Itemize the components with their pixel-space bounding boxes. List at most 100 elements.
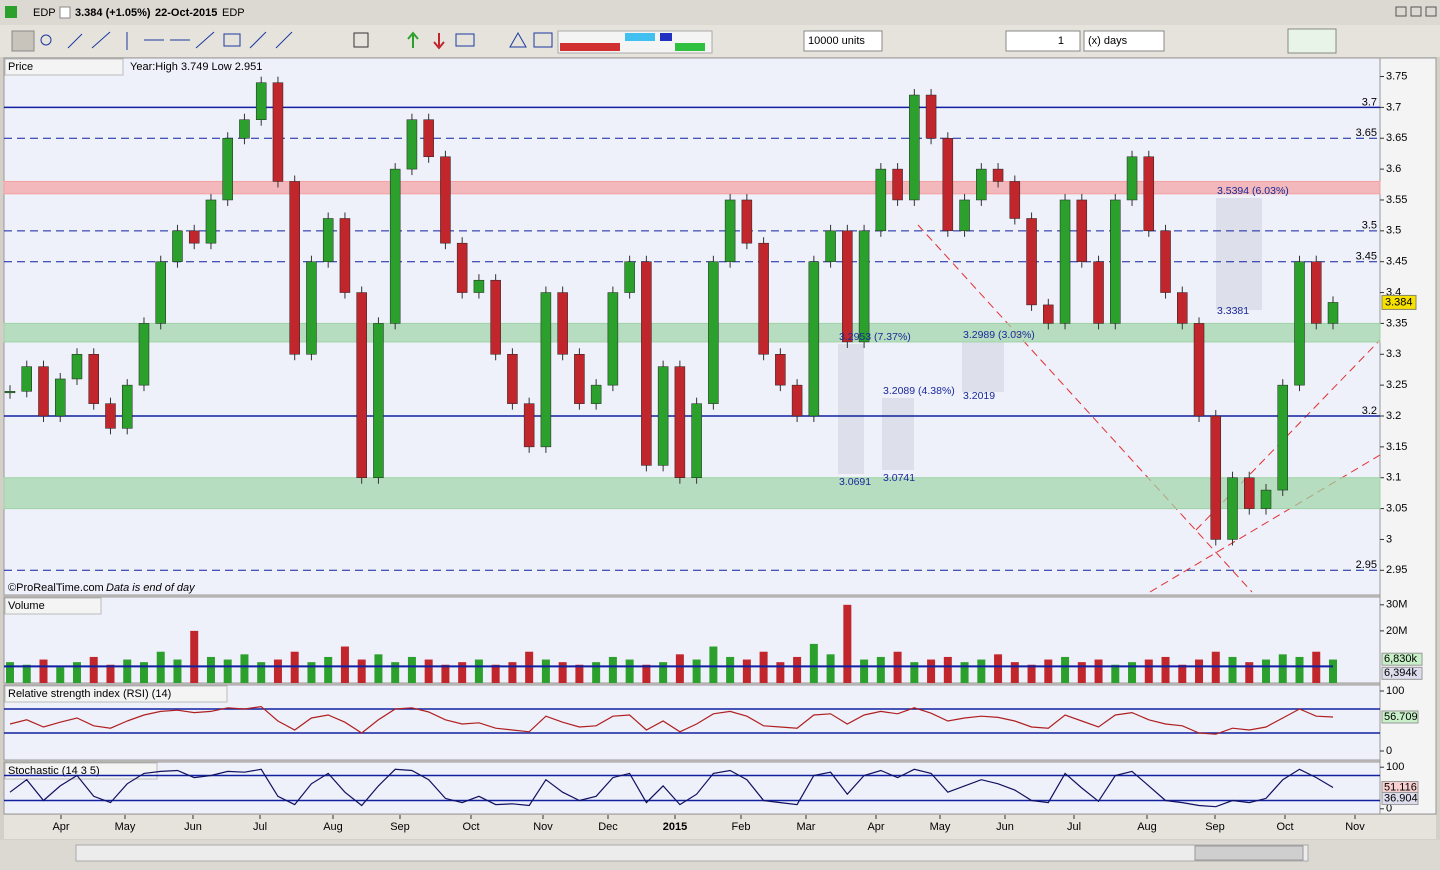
period-unit-select[interactable] [1083,30,1165,52]
x-tick-label: Sep [390,821,410,833]
x-tick-label: Jul [253,821,267,833]
candle [339,218,351,293]
level-label: 3.5 [1362,220,1377,232]
volume-bar [625,659,634,683]
palette-swatch[interactable] [675,43,705,51]
candle [272,82,284,182]
candle [71,354,83,380]
text-tool[interactable] [353,32,369,48]
x-tick-label: Mar [797,821,816,833]
level-label: 3.2 [1362,405,1377,417]
scroll-thumb[interactable] [1194,845,1304,861]
scrollbar[interactable] [75,844,1309,862]
annotation: 3.2019 [963,390,995,402]
price-change: 3.384 (+1.05%) [75,7,151,19]
candle [808,261,820,417]
rectangle-tool[interactable] [455,33,475,47]
annotation: 3.0741 [883,472,915,484]
volume-bar [56,667,65,683]
panel-title: Relative strength index (RSI) (14) [8,688,171,700]
volume-bar [692,659,701,683]
candle [239,119,250,139]
parallel-tool[interactable] [275,31,293,49]
volume-bar [491,664,500,683]
palette-swatch[interactable] [625,33,655,41]
candle [440,156,451,244]
x-tick-label: May [930,821,951,833]
level-label: 3.65 [1356,127,1377,139]
candle [758,242,769,355]
candle [1277,384,1289,491]
indicators-button[interactable] [1287,28,1337,54]
line-tool[interactable] [67,33,83,49]
palette-swatch[interactable] [660,33,672,41]
plot-layer: 3.753.73.653.63.553.53.453.43.353.33.253… [3,70,1423,833]
x-tick-label: Sep [1205,821,1225,833]
volume-bar [826,654,835,683]
x-tick-label: Jun [996,821,1014,833]
y-tick-label: 3.35 [1386,317,1407,329]
rsi-panel [3,684,1381,761]
buy-arrow-tool[interactable] [407,31,419,48]
volume-bar [1228,656,1237,683]
close-button[interactable] [1425,6,1437,17]
volume-bar [659,662,668,683]
candle [1210,415,1222,540]
annotation: 3.2089 (4.38%) [883,385,955,397]
candle [842,230,853,343]
pointer-tool[interactable] [11,30,35,52]
level-label: 2.95 [1356,559,1377,571]
panel-title: Price [8,61,33,73]
candle [1076,199,1088,262]
value-label: 51.116 [1384,781,1417,793]
period-unit: (x) days [1088,35,1128,47]
volume-bar [642,664,651,683]
trend-tool[interactable] [249,31,267,49]
fib-tool[interactable] [223,33,241,47]
candle [1143,156,1155,232]
volume-bar [1178,664,1187,683]
sell-arrow-tool[interactable] [433,33,445,50]
percent-tool[interactable] [533,32,553,48]
volume-bar [357,659,366,683]
candle [942,137,954,232]
period-count: 1 [1058,35,1064,47]
candle [1126,156,1138,201]
info-icon[interactable] [59,6,71,19]
zoom-tool[interactable] [40,34,52,46]
y-tick-label: 30M [1386,599,1407,611]
volume-bar [843,604,852,683]
volume-bar [742,659,751,683]
period-count-input[interactable] [1005,30,1081,52]
volume-bar [592,662,601,683]
volume-bar [876,656,885,683]
indicator-line [9,705,1334,735]
units-select[interactable] [803,30,883,52]
candle [1043,304,1054,324]
volume-bar [6,662,14,683]
volume-bar [1312,651,1321,683]
restore-button[interactable] [1410,6,1422,17]
y-tick-label: 3.7 [1386,101,1401,113]
volume-bar [407,656,416,683]
ray-tool[interactable] [91,31,111,49]
annotation: 3.3381 [1217,305,1249,317]
volume-bar [22,664,31,683]
triangle-tool[interactable] [509,31,527,48]
value-label: 6,830k [1384,653,1418,665]
annotation: 3.0691 [839,476,871,488]
candle [607,292,619,386]
candle [1260,489,1272,509]
volume-bar [374,654,383,683]
minimize-button[interactable] [1395,6,1407,17]
volume-bar [1262,659,1271,683]
volume-bar [441,664,450,683]
drawings [838,198,1381,593]
candle [473,279,485,293]
drawing-tools [11,30,553,52]
candle [1327,302,1339,324]
volume-bar [1128,662,1137,683]
fan-tool[interactable] [195,31,215,49]
palette-swatch[interactable] [560,43,620,51]
volume-bar [1195,659,1204,683]
